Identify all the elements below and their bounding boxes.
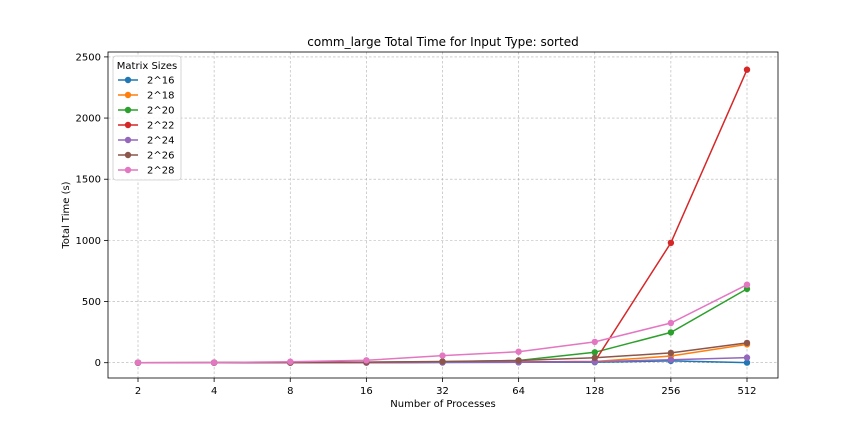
data-point bbox=[591, 354, 598, 361]
tick-layer: 2 4 8 16 32 64 128 256 512 0 500 1000 1500 2000 2500 bbox=[76, 52, 757, 397]
legend-marker bbox=[124, 166, 132, 174]
y-axis-label: Total Time (s) bbox=[61, 181, 72, 249]
x-tick-label: 8 bbox=[287, 386, 293, 397]
legend-title: Matrix Sizes bbox=[117, 61, 177, 72]
data-point bbox=[515, 357, 522, 364]
chart-title: comm_large Total Time for Input Type: so… bbox=[307, 35, 578, 49]
x-tick-label: 256 bbox=[661, 386, 680, 397]
legend-label: 2^16 bbox=[147, 76, 174, 87]
data-point bbox=[439, 358, 446, 365]
y-tick-label: 2500 bbox=[76, 52, 101, 63]
y-tick-label: 1500 bbox=[76, 175, 101, 186]
legend-entry: 2^24 bbox=[118, 136, 174, 147]
legend-marker bbox=[124, 121, 132, 129]
x-tick-label: 4 bbox=[211, 386, 217, 397]
legend: Matrix Sizes 2^16 2^18 2^20 2^22 2^24 2^26 2^2… bbox=[112, 55, 182, 181]
data-point bbox=[667, 329, 675, 336]
data-point bbox=[134, 359, 142, 366]
x-tick-label: 16 bbox=[360, 386, 373, 397]
x-tick-label: 512 bbox=[737, 386, 756, 397]
data-point bbox=[515, 348, 522, 355]
grid-layer bbox=[108, 52, 778, 378]
legend-label: 2^28 bbox=[147, 166, 174, 177]
legend-label: 2^22 bbox=[147, 121, 174, 132]
data-point bbox=[591, 338, 598, 346]
data-point bbox=[743, 66, 751, 73]
x-tick-label: 32 bbox=[436, 386, 449, 397]
data-point bbox=[743, 359, 751, 366]
series-2-pow-28 bbox=[134, 281, 751, 366]
data-point bbox=[667, 349, 675, 357]
y-tick-label: 0 bbox=[95, 358, 101, 369]
legend-entry: 2^26 bbox=[118, 151, 174, 162]
data-point bbox=[667, 356, 675, 363]
data-point bbox=[743, 339, 751, 347]
series-layer bbox=[134, 66, 751, 366]
legend-entry: 2^22 bbox=[118, 121, 174, 132]
legend-marker bbox=[124, 151, 132, 159]
plot-frame bbox=[107, 51, 779, 379]
legend-entry: 2^16 bbox=[118, 76, 174, 87]
legend-entry: 2^28 bbox=[118, 166, 174, 177]
legend-label: 2^20 bbox=[147, 106, 174, 117]
data-point bbox=[210, 359, 218, 366]
legend-box bbox=[112, 55, 182, 181]
legend-marker bbox=[124, 106, 132, 114]
y-tick-label: 2000 bbox=[76, 114, 101, 125]
y-tick-label: 1000 bbox=[76, 236, 101, 247]
data-point bbox=[743, 281, 751, 288]
x-tick-label: 2 bbox=[135, 386, 141, 397]
legend-label: 2^24 bbox=[147, 136, 174, 147]
x-axis-label: Number of Processes bbox=[390, 399, 495, 410]
data-point bbox=[667, 239, 675, 246]
y-tick-label: 500 bbox=[82, 297, 101, 308]
legend-label: 2^18 bbox=[147, 91, 174, 102]
legend-entry: 2^20 bbox=[118, 106, 174, 117]
legend-items: 2^16 2^18 2^20 2^22 2^24 2^26 2^28 bbox=[118, 76, 174, 177]
legend-marker bbox=[124, 91, 132, 99]
data-point bbox=[287, 358, 294, 365]
data-point bbox=[591, 349, 598, 356]
data-point bbox=[743, 354, 751, 361]
legend-marker bbox=[124, 76, 132, 84]
data-point bbox=[363, 357, 370, 364]
legend-marker bbox=[124, 136, 132, 144]
data-point bbox=[439, 352, 446, 359]
x-tick-label: 64 bbox=[512, 386, 525, 397]
legend-entry: 2^18 bbox=[118, 91, 174, 102]
legend-label: 2^26 bbox=[147, 151, 174, 162]
x-tick-label: 128 bbox=[585, 386, 604, 397]
data-point bbox=[667, 319, 675, 327]
